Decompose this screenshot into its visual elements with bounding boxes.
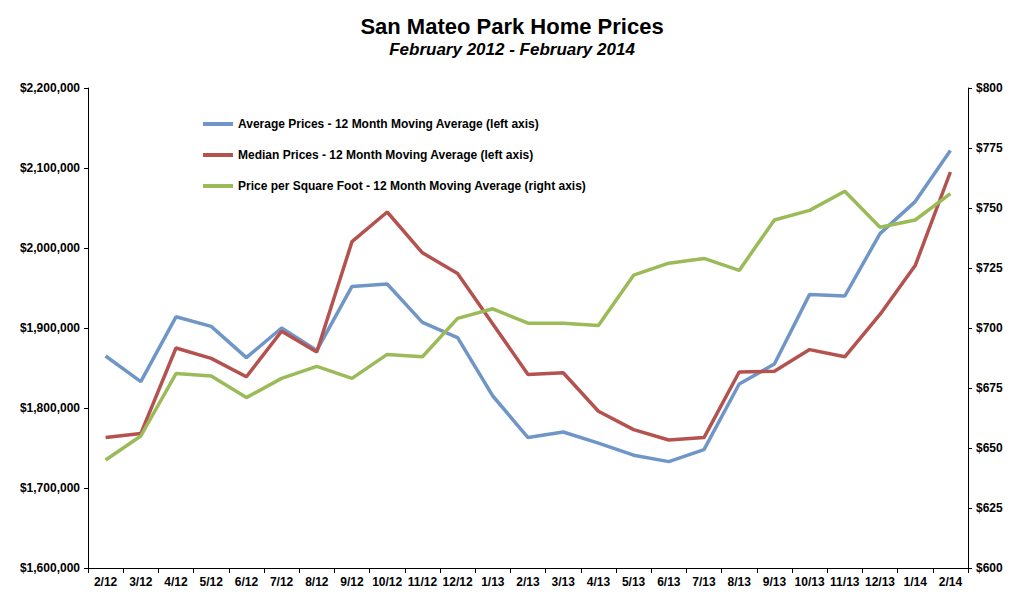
svg-text:8/13: 8/13 — [728, 575, 752, 589]
svg-text:10/12: 10/12 — [372, 575, 402, 589]
svg-text:11/12: 11/12 — [408, 575, 438, 589]
svg-text:Average Prices - 12 Month Movi: Average Prices - 12 Month Moving Average… — [238, 117, 539, 131]
svg-text:$1,700,000: $1,700,000 — [20, 481, 80, 495]
svg-text:9/12: 9/12 — [340, 575, 364, 589]
svg-text:1/14: 1/14 — [904, 575, 928, 589]
svg-text:6/13: 6/13 — [657, 575, 681, 589]
svg-text:4/12: 4/12 — [164, 575, 188, 589]
svg-text:2/12: 2/12 — [94, 575, 118, 589]
svg-text:$675: $675 — [976, 381, 1003, 395]
svg-text:$2,200,000: $2,200,000 — [20, 81, 80, 95]
svg-text:$1,800,000: $1,800,000 — [20, 401, 80, 415]
svg-text:February 2012 - February 2014: February 2012 - February 2014 — [389, 40, 635, 59]
svg-text:4/13: 4/13 — [587, 575, 611, 589]
svg-text:$650: $650 — [976, 441, 1003, 455]
svg-text:3/13: 3/13 — [552, 575, 576, 589]
svg-text:2/14: 2/14 — [939, 575, 963, 589]
svg-text:Median Prices - 12 Month Movin: Median Prices - 12 Month Moving Average … — [238, 148, 533, 162]
svg-text:Price per Square Foot - 12 Mon: Price per Square Foot - 12 Month Moving … — [238, 179, 586, 193]
svg-text:$725: $725 — [976, 261, 1003, 275]
svg-text:3/12: 3/12 — [129, 575, 153, 589]
svg-text:5/13: 5/13 — [622, 575, 646, 589]
svg-text:6/12: 6/12 — [235, 575, 259, 589]
svg-text:$600: $600 — [976, 561, 1003, 575]
svg-text:12/12: 12/12 — [443, 575, 473, 589]
svg-text:San Mateo Park Home Prices: San Mateo Park Home Prices — [360, 14, 663, 39]
svg-text:$750: $750 — [976, 201, 1003, 215]
svg-text:$800: $800 — [976, 81, 1003, 95]
svg-text:1/13: 1/13 — [481, 575, 505, 589]
svg-text:12/13: 12/13 — [865, 575, 895, 589]
svg-text:$1,900,000: $1,900,000 — [20, 321, 80, 335]
svg-text:2/13: 2/13 — [516, 575, 540, 589]
svg-text:$775: $775 — [976, 141, 1003, 155]
svg-text:$625: $625 — [976, 501, 1003, 515]
svg-text:$2,100,000: $2,100,000 — [20, 161, 80, 175]
svg-text:10/13: 10/13 — [795, 575, 825, 589]
svg-text:7/12: 7/12 — [270, 575, 294, 589]
svg-text:$1,600,000: $1,600,000 — [20, 561, 80, 575]
svg-text:11/13: 11/13 — [830, 575, 860, 589]
svg-text:7/13: 7/13 — [692, 575, 716, 589]
svg-text:8/12: 8/12 — [305, 575, 329, 589]
svg-text:5/12: 5/12 — [200, 575, 224, 589]
svg-text:$2,000,000: $2,000,000 — [20, 241, 80, 255]
svg-text:9/13: 9/13 — [763, 575, 787, 589]
svg-text:$700: $700 — [976, 321, 1003, 335]
